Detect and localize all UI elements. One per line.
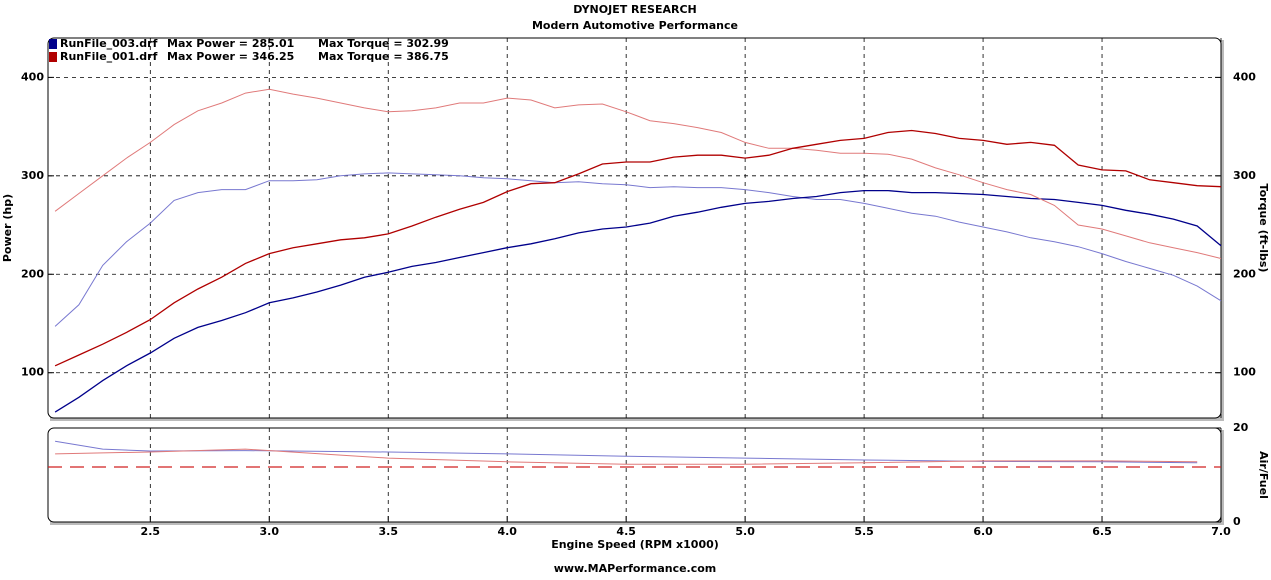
chart-subtitle: Modern Automotive Performance xyxy=(532,19,738,32)
x-tick-label: 3.0 xyxy=(260,525,280,538)
x-tick-label: 6.5 xyxy=(1092,525,1112,538)
afr-panel xyxy=(47,427,1222,523)
afr-tick-label: 0 xyxy=(1233,515,1241,528)
afr-line xyxy=(55,448,1198,465)
legend-name: RunFile_001.drf xyxy=(60,50,158,63)
afr-tick-label: 20 xyxy=(1233,421,1249,434)
legend-swatch xyxy=(49,52,57,62)
y2-tick-label: 100 xyxy=(1233,366,1256,379)
x-tick-label: 5.0 xyxy=(735,525,755,538)
y2-tick-label: 400 xyxy=(1233,70,1256,83)
torque-line xyxy=(54,172,1222,327)
legend-max-torque: Max Torque = 302.99 xyxy=(318,37,449,50)
y-tick-label: 200 xyxy=(21,267,44,280)
footer: www.MAPerformance.com xyxy=(554,562,717,575)
legend-name: RunFile_003.drf xyxy=(60,37,158,50)
main-panel xyxy=(47,37,1222,419)
power-line xyxy=(54,129,1222,367)
legend-max-power: Max Power = 285.01 xyxy=(167,37,294,50)
legend-max-power: Max Power = 346.25 xyxy=(167,50,294,63)
y-axis-label: Power (hp) xyxy=(1,194,14,262)
x-tick-label: 5.5 xyxy=(854,525,874,538)
x-tick-label: 3.5 xyxy=(378,525,398,538)
y-tick-label: 300 xyxy=(21,169,44,182)
y-tick-label: 400 xyxy=(21,70,44,83)
x-tick-label: 7.0 xyxy=(1211,525,1231,538)
legend-max-torque: Max Torque = 386.75 xyxy=(318,50,449,63)
x-tick-label: 6.0 xyxy=(973,525,993,538)
torque-line xyxy=(54,88,1222,259)
y2-tick-label: 300 xyxy=(1233,169,1256,182)
x-tick-label: 4.5 xyxy=(616,525,636,538)
power-line xyxy=(54,189,1222,413)
afr-axis-label: Air/Fuel xyxy=(1257,451,1270,499)
y-tick-label: 100 xyxy=(21,366,44,379)
legend-swatch xyxy=(49,39,57,49)
afr-line xyxy=(55,440,1198,464)
x-axis-label: Engine Speed (RPM x1000) xyxy=(551,538,719,551)
y2-tick-label: 200 xyxy=(1233,267,1256,280)
y2-axis-label: Torque (ft-lbs) xyxy=(1257,184,1270,273)
chart-title: DYNOJET RESEARCH xyxy=(573,3,696,16)
x-tick-label: 2.5 xyxy=(141,525,161,538)
x-tick-label: 4.0 xyxy=(497,525,517,538)
